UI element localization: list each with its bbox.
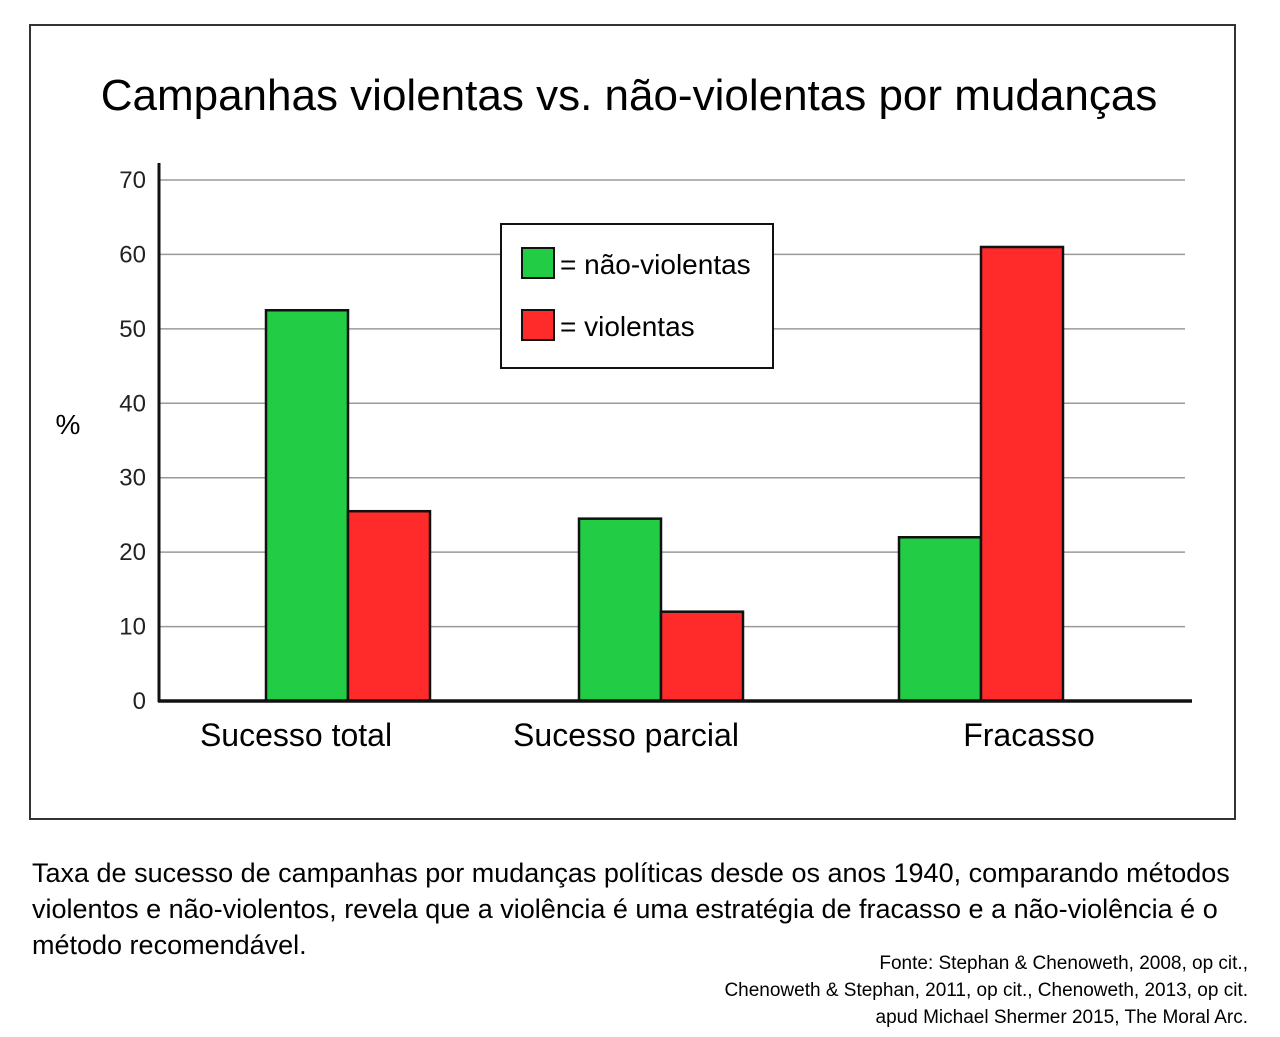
source-line: Chenoweth & Stephan, 2011, op cit., Chen… bbox=[724, 980, 1248, 1001]
bar bbox=[346, 509, 432, 703]
y-tick-label: 50 bbox=[119, 316, 146, 343]
bar bbox=[897, 536, 983, 703]
legend-swatch bbox=[521, 247, 555, 279]
y-tick-label: 20 bbox=[119, 539, 146, 566]
legend-swatch bbox=[521, 309, 555, 341]
y-tick-label: 70 bbox=[119, 167, 146, 194]
x-tick-label: Sucesso total bbox=[200, 717, 392, 753]
source-line: Fonte: Stephan & Chenoweth, 2008, op cit… bbox=[879, 953, 1248, 974]
y-tick-label: 60 bbox=[119, 241, 146, 268]
bar bbox=[264, 309, 350, 703]
source-line: apud Michael Shermer 2015, The Moral Arc… bbox=[875, 1007, 1248, 1028]
legend-label: = violentas bbox=[560, 311, 695, 342]
x-tick-label: Fracasso bbox=[963, 717, 1095, 753]
chart-frame bbox=[29, 24, 1236, 820]
y-tick-label: 40 bbox=[119, 390, 146, 417]
legend-label: = não-violentas bbox=[560, 249, 751, 280]
bar bbox=[577, 517, 663, 703]
y-tick-label: 10 bbox=[119, 614, 146, 641]
x-tick-label: Sucesso parcial bbox=[513, 717, 739, 753]
source-note: Fonte: Stephan & Chenoweth, 2008, op cit… bbox=[724, 950, 1248, 1031]
y-axis-label: % bbox=[56, 409, 81, 440]
bar bbox=[659, 610, 745, 703]
chart-caption: Taxa de sucesso de campanhas por mudança… bbox=[32, 858, 1230, 960]
y-tick-label: 0 bbox=[133, 688, 146, 715]
bar bbox=[979, 245, 1065, 703]
chart: Campanhas violentas vs. não-violentas po… bbox=[56, 71, 1192, 753]
chart-title: Campanhas violentas vs. não-violentas po… bbox=[101, 71, 1158, 120]
y-tick-label: 30 bbox=[119, 465, 146, 492]
